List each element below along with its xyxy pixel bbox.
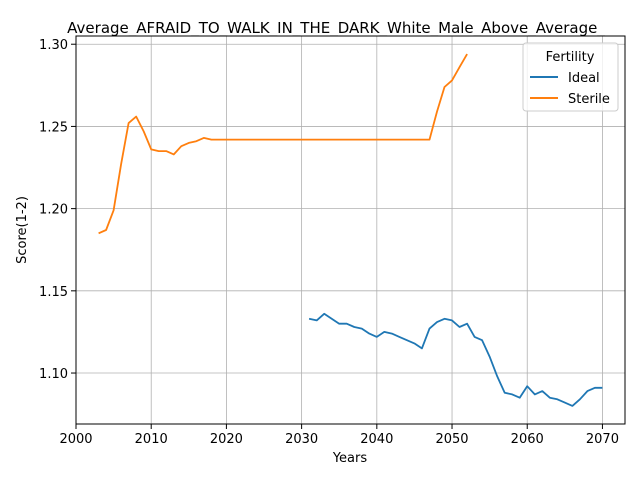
x-tick-label: 2020 — [210, 432, 243, 447]
x-tick-label: 2010 — [135, 432, 168, 447]
y-tick-label: 1.10 — [39, 367, 68, 382]
x-tick-label: 2040 — [360, 432, 393, 447]
legend-label-ideal: Ideal — [568, 71, 600, 86]
legend-box — [522, 42, 619, 112]
x-tick-label: 2070 — [586, 432, 619, 447]
y-tick-label: 1.25 — [39, 120, 68, 135]
y-axis-ticks: 1.10 1.15 1.20 1.25 1.30 — [39, 38, 76, 382]
series-lines — [98, 53, 603, 407]
x-tick-label: 2030 — [285, 432, 318, 447]
legend-title: Fertility — [546, 50, 595, 65]
x-axis-ticks: 2000 2010 2020 2030 2040 2050 2060 2070 — [59, 424, 619, 447]
plot-frame — [75, 35, 626, 425]
y-tick-label: 1.15 — [39, 285, 68, 300]
y-axis-label: Score(1-2) — [15, 196, 30, 264]
x-axis-label: Years — [332, 451, 368, 466]
x-tick-label: 2060 — [511, 432, 544, 447]
x-tick-label: 2000 — [59, 432, 92, 447]
x-tick-label: 2050 — [435, 432, 468, 447]
series-line-sterile — [98, 53, 468, 235]
legend: Fertility Ideal Sterile — [522, 42, 619, 112]
y-tick-label: 1.30 — [39, 38, 68, 53]
legend-label-sterile: Sterile — [568, 92, 610, 107]
y-tick-label: 1.20 — [39, 203, 68, 218]
chart-title: Average_AFRAID_TO_WALK_IN_THE_DARK_White… — [67, 19, 605, 38]
series-line-ideal — [308, 312, 603, 407]
